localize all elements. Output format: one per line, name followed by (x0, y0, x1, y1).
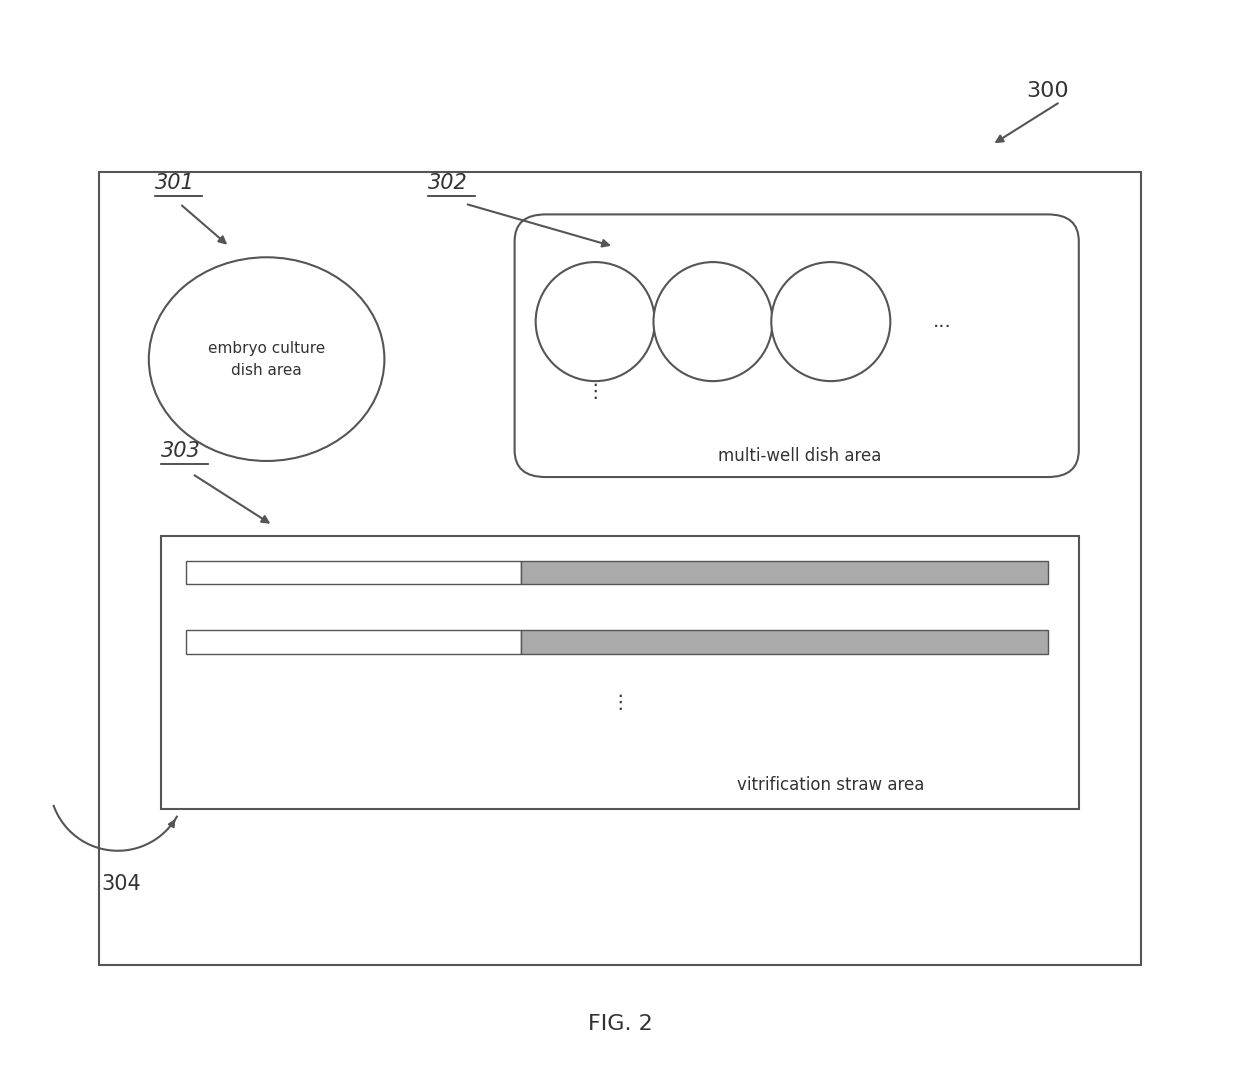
Text: FIG. 2: FIG. 2 (588, 1014, 652, 1033)
Ellipse shape (536, 262, 655, 382)
Bar (186, 561, 521, 584)
Ellipse shape (653, 262, 773, 382)
Text: ...: ... (932, 312, 952, 331)
Ellipse shape (771, 262, 890, 382)
Text: 300: 300 (1027, 81, 1069, 101)
Text: vitrification straw area: vitrification straw area (737, 776, 925, 793)
Text: ⋮: ⋮ (585, 382, 605, 401)
Bar (99, 172, 1141, 965)
Circle shape (149, 257, 384, 461)
Text: ⋮: ⋮ (610, 693, 630, 712)
Bar (161, 536, 1079, 809)
Bar (521, 630, 1048, 654)
Text: 303: 303 (161, 441, 201, 461)
Text: embryo culture
dish area: embryo culture dish area (208, 341, 325, 377)
Text: 304: 304 (102, 875, 141, 894)
Bar (186, 630, 521, 654)
Text: multi-well dish area: multi-well dish area (718, 447, 882, 464)
Text: 302: 302 (428, 173, 467, 193)
FancyBboxPatch shape (515, 214, 1079, 477)
Bar (521, 561, 1048, 584)
Text: 301: 301 (155, 173, 195, 193)
